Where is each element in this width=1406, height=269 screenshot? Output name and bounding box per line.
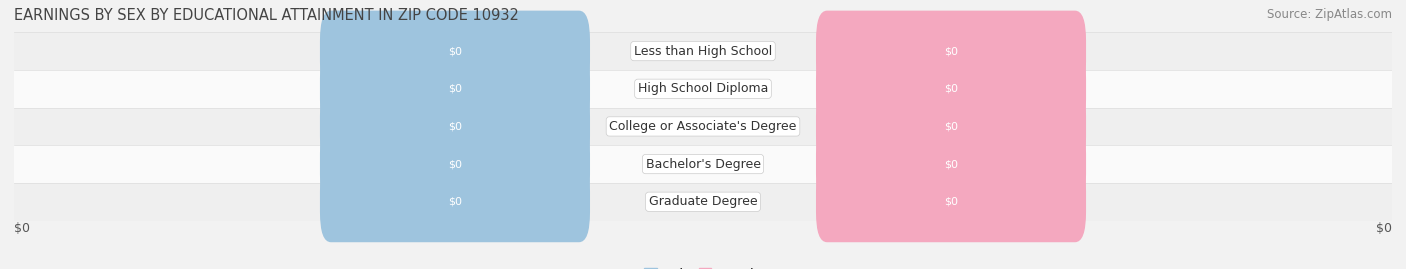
Text: $0: $0 [943, 159, 957, 169]
FancyBboxPatch shape [321, 124, 591, 204]
FancyBboxPatch shape [815, 86, 1085, 167]
Bar [14, 183, 1392, 221]
Text: $0: $0 [449, 84, 463, 94]
FancyBboxPatch shape [815, 124, 1085, 204]
Text: $0: $0 [14, 222, 30, 235]
FancyBboxPatch shape [321, 48, 591, 129]
FancyBboxPatch shape [321, 10, 591, 91]
FancyBboxPatch shape [815, 48, 1085, 129]
Text: $0: $0 [449, 197, 463, 207]
Text: Graduate Degree: Graduate Degree [648, 195, 758, 208]
Text: Bachelor's Degree: Bachelor's Degree [645, 158, 761, 171]
Text: $0: $0 [943, 197, 957, 207]
Legend: Male, Female: Male, Female [640, 263, 766, 269]
Text: $0: $0 [449, 159, 463, 169]
Text: College or Associate's Degree: College or Associate's Degree [609, 120, 797, 133]
FancyBboxPatch shape [815, 161, 1085, 242]
Text: High School Diploma: High School Diploma [638, 82, 768, 95]
Text: Source: ZipAtlas.com: Source: ZipAtlas.com [1267, 8, 1392, 21]
FancyBboxPatch shape [815, 10, 1085, 91]
Bar [14, 70, 1392, 108]
Text: $0: $0 [1376, 222, 1392, 235]
FancyBboxPatch shape [321, 86, 591, 167]
Text: $0: $0 [943, 46, 957, 56]
Bar [14, 32, 1392, 70]
Text: $0: $0 [943, 84, 957, 94]
Text: EARNINGS BY SEX BY EDUCATIONAL ATTAINMENT IN ZIP CODE 10932: EARNINGS BY SEX BY EDUCATIONAL ATTAINMEN… [14, 8, 519, 23]
Text: $0: $0 [943, 121, 957, 132]
Text: $0: $0 [449, 46, 463, 56]
Bar [14, 108, 1392, 145]
Text: $0: $0 [449, 121, 463, 132]
FancyBboxPatch shape [321, 161, 591, 242]
Text: Less than High School: Less than High School [634, 45, 772, 58]
Bar [14, 145, 1392, 183]
